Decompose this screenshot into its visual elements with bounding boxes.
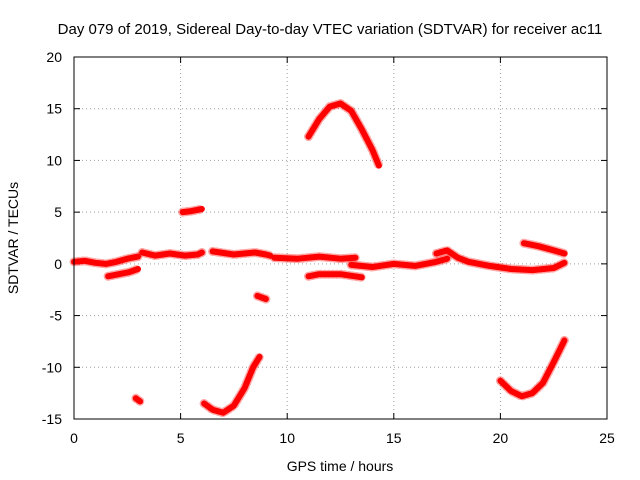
- x-tick-label: 5: [177, 430, 185, 446]
- series-arc-11-jitter: [304, 99, 384, 171]
- y-tick-label: 20: [46, 49, 62, 65]
- series-arc-9-jitter: [269, 252, 360, 264]
- x-tick-label: 10: [279, 430, 295, 446]
- series-arc-14-jitter: [519, 238, 569, 258]
- series-arc-1: [71, 253, 141, 267]
- y-tick-label: -5: [50, 308, 63, 324]
- series-arc-2: [105, 266, 141, 280]
- series-arc-15: [497, 337, 568, 400]
- series-arc-8-jitter: [252, 291, 271, 304]
- series-arc-3-jitter: [137, 248, 207, 261]
- series-arc-8: [254, 292, 269, 302]
- series-arc-5-jitter: [208, 246, 275, 261]
- series-arc-10-jitter: [304, 269, 367, 282]
- series-arc-1-jitter: [69, 252, 143, 269]
- y-tick-label: 5: [54, 204, 62, 220]
- y-tick-label: 0: [54, 256, 62, 272]
- series-arc-3: [139, 249, 205, 259]
- series-arc-2-jitter: [103, 264, 143, 281]
- series-arc-10: [305, 271, 365, 281]
- x-tick-label: 25: [599, 430, 615, 446]
- series-arc-13-jitter: [431, 245, 569, 275]
- grid: [74, 57, 607, 419]
- series-arc-4-jitter: [178, 204, 207, 217]
- series-arc-9: [271, 253, 359, 262]
- series-arc-6: [132, 395, 144, 405]
- series-arc-14: [520, 240, 568, 257]
- chart-title: Day 079 of 2019, Sidereal Day-to-day VTE…: [58, 21, 603, 38]
- y-tick-label: -15: [42, 411, 62, 427]
- series-arc-6-jitter: [131, 393, 145, 406]
- series-arc-7-jitter: [199, 352, 264, 418]
- series-arc-5: [209, 248, 274, 259]
- x-tick-label: 15: [386, 430, 402, 446]
- series-arc-4: [179, 206, 205, 216]
- series-arc-12-jitter: [346, 254, 452, 272]
- x-tick-label: 0: [70, 430, 78, 446]
- series-arc-11: [305, 100, 382, 169]
- series-arc-13: [433, 247, 568, 274]
- series-arc-7: [201, 353, 263, 416]
- y-tick-label: 15: [46, 101, 62, 117]
- series-arc-15-jitter: [495, 335, 569, 401]
- y-tick-label: -10: [42, 359, 62, 375]
- data-series: [69, 99, 569, 418]
- x-axis-title: GPS time / hours: [287, 458, 394, 474]
- y-tick-label: 10: [46, 152, 62, 168]
- series-arc-12: [348, 255, 451, 270]
- x-tick-label: 20: [493, 430, 509, 446]
- y-axis-title: SDTVAR / TECUs: [5, 182, 21, 294]
- plot-frame: [73, 56, 608, 420]
